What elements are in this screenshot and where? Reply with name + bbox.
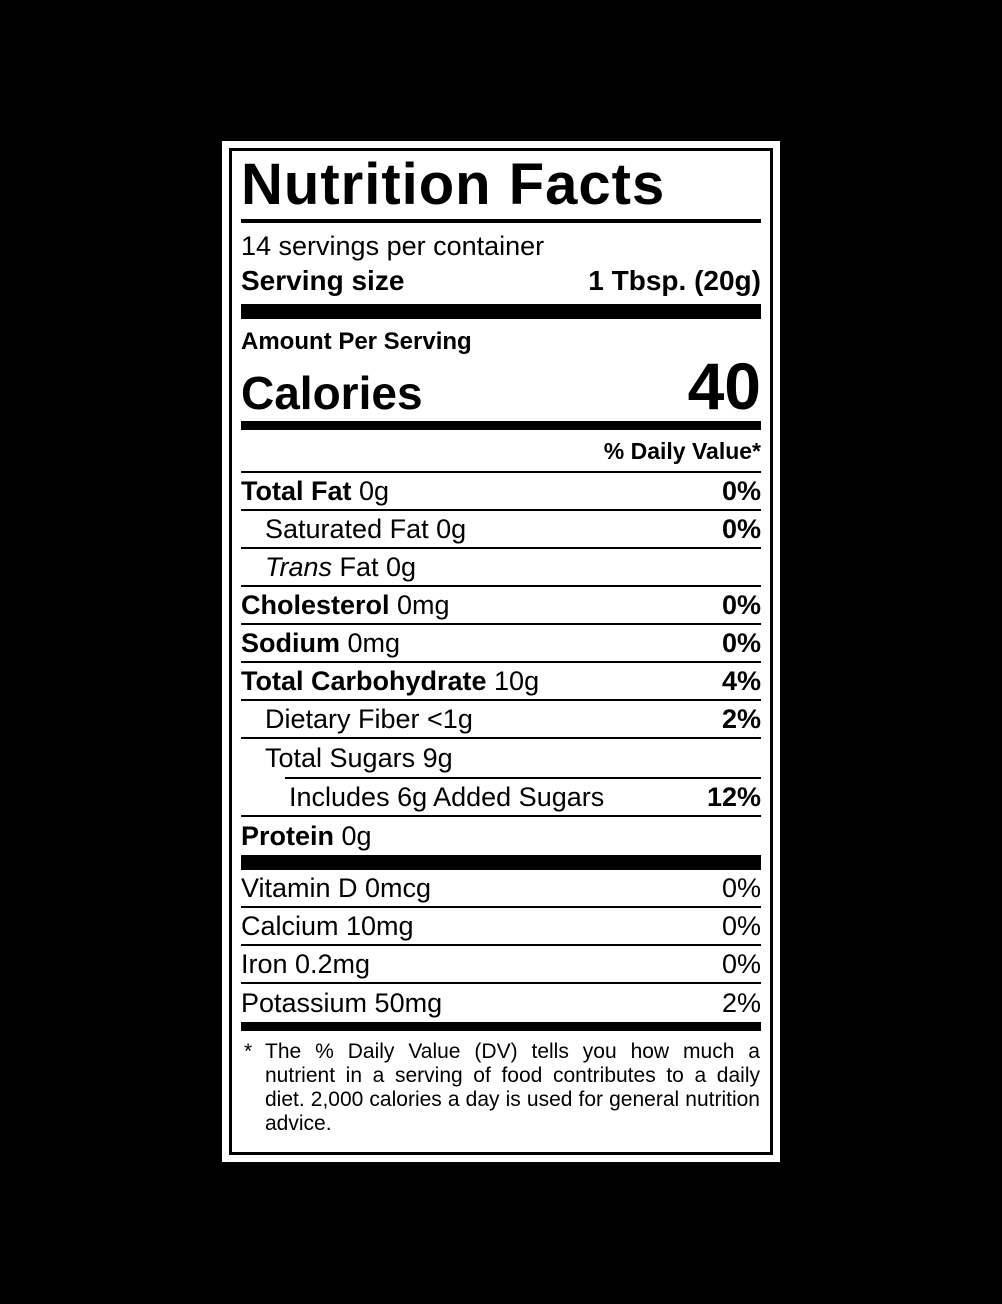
serving-size-value: 1 Tbsp. (20g) [588, 264, 761, 296]
nutrient-name: Sodium 0mg [241, 627, 401, 658]
nutrient-row: Includes 6g Added Sugars 12% [241, 779, 761, 818]
nutrient-name: Total Carbohydrate 10g [241, 665, 540, 696]
nutrient-row: Potassium 50mg 2% [241, 984, 761, 1022]
calories-value: 40 [687, 348, 761, 423]
footnote-asterisk: * [244, 1040, 253, 1064]
nutrient-name: Total Fat 0g [241, 475, 390, 506]
daily-value-header: % Daily Value* [603, 438, 761, 465]
title-divider [241, 218, 761, 223]
nutrient-row: Total Fat 0g 0% [241, 473, 761, 512]
nutrient-row: Trans Fat 0g [241, 549, 761, 588]
nutrient-name: Protein 0g [241, 820, 372, 851]
nutrient-row: Total Carbohydrate 10g 4% [241, 663, 761, 702]
label-inner-border: Nutrition Facts 14 servings per containe… [229, 148, 773, 1155]
nutrient-name: Iron 0.2mg [241, 948, 371, 979]
section-divider-bar-protein [241, 855, 761, 871]
nutrient-row: Vitamin D 0mcg 0% [241, 870, 761, 909]
daily-value-percent: 2% [721, 987, 761, 1018]
footnote-text: The % Daily Value (DV) tells you how muc… [265, 1040, 760, 1136]
nutrient-row: Saturated Fat 0g 0% [241, 511, 761, 550]
nutrient-row: Cholesterol 0mg 0% [241, 587, 761, 626]
nutrient-name: Saturated Fat 0g [265, 513, 467, 544]
daily-value-percent: 0% [721, 910, 761, 941]
daily-value-percent: 0% [721, 948, 761, 979]
daily-value-divider [241, 471, 761, 474]
nutrient-name: Trans Fat 0g [265, 551, 417, 582]
nutrient-row: Protein 0g [241, 817, 761, 855]
section-divider-bar-top [241, 304, 761, 320]
nutrient-name: Total Sugars 9g [265, 742, 453, 773]
calories-row: Calories 40 [241, 348, 761, 423]
nutrient-name: Potassium 50mg [241, 987, 443, 1018]
amount-per-serving-label: Amount Per Serving [241, 328, 472, 356]
serving-size-label: Serving size [241, 264, 405, 296]
daily-value-percent: 0% [721, 513, 761, 544]
nutrient-row: Calcium 10mg 0% [241, 908, 761, 947]
servings-per-container: 14 servings per container [241, 230, 545, 261]
daily-value-percent: 0% [721, 475, 761, 506]
nutrient-name: Includes 6g Added Sugars [289, 781, 605, 812]
daily-value-percent: 0% [721, 627, 761, 658]
daily-value-percent: 4% [721, 665, 761, 696]
nutrient-name: Calcium 10mg [241, 910, 414, 941]
section-divider-bar-footnote [241, 1022, 761, 1032]
nutrient-rows: Total Fat 0g 0% Saturated Fat 0g 0% Trans Fa… [241, 473, 761, 855]
vitamin-rows: Vitamin D 0mcg 0% Calcium 10mg 0% Iron 0.2mg… [241, 870, 761, 1022]
calories-label: Calories [241, 366, 423, 419]
footnote: * The % Daily Value (DV) tells you how m… [241, 1040, 761, 1136]
nutrient-row: Dietary Fiber <1g 2% [241, 701, 761, 740]
nutrition-facts-label: Nutrition Facts 14 servings per containe… [222, 141, 780, 1162]
nutrient-name: Cholesterol 0mg [241, 589, 450, 620]
calories-divider-bar [241, 421, 761, 431]
daily-value-percent: 0% [721, 872, 761, 903]
nutrient-row: Sodium 0mg 0% [241, 625, 761, 664]
daily-value-percent: 0% [721, 589, 761, 620]
nutrient-row: Iron 0.2mg 0% [241, 946, 761, 985]
nutrient-row: Total Sugars 9g [241, 739, 761, 777]
label-title: Nutrition Facts [241, 152, 666, 217]
daily-value-percent: 2% [721, 703, 761, 734]
daily-value-percent: 12% [706, 781, 761, 812]
nutrient-name: Vitamin D 0mcg [241, 872, 432, 903]
serving-size-row: Serving size 1 Tbsp. (20g) [241, 264, 761, 305]
sub-group-divider [285, 777, 761, 780]
nutrient-name: Dietary Fiber <1g [265, 703, 473, 734]
